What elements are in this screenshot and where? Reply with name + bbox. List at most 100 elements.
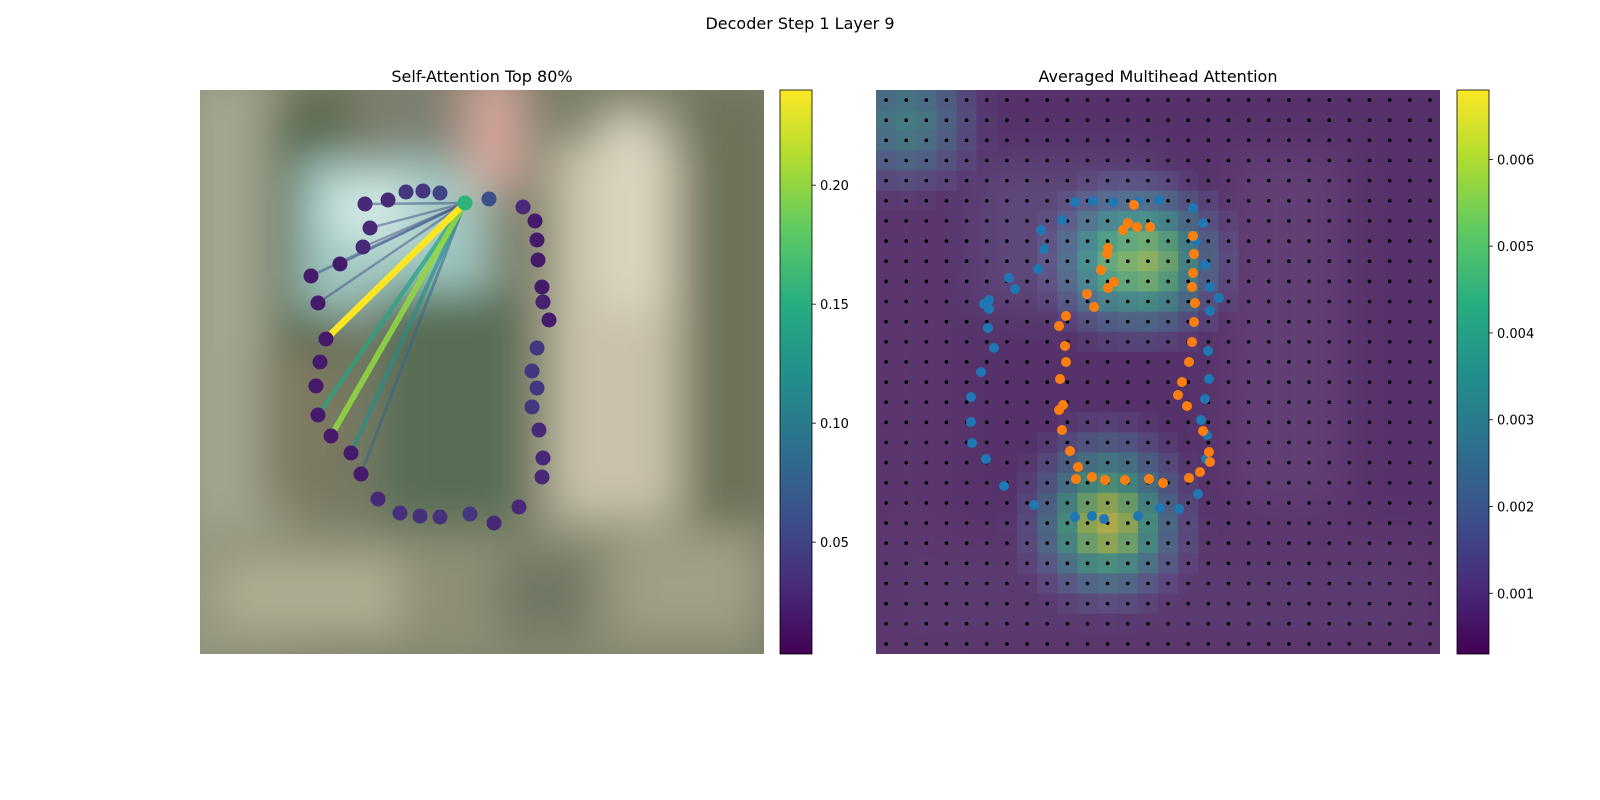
colorbar-tick-label: 0.10 [820,417,849,432]
grid-dot [1105,299,1110,304]
grid-dot [1146,460,1150,465]
grid-dot [1407,279,1412,284]
grid-dot [1166,460,1170,465]
grid-dot [1287,541,1291,546]
series-point-blue [1196,415,1206,425]
grid-dot [1025,138,1029,143]
grid-dot [1166,380,1170,384]
grid-dot [1065,239,1070,243]
contour-point [380,192,396,208]
series-point-blue [967,438,977,448]
grid-dot [1367,380,1372,384]
grid-dot [1387,198,1392,203]
grid-dot [924,420,929,425]
series-point-blue [989,343,999,353]
grid-dot [1246,299,1251,304]
grid-dot [1387,581,1392,586]
grid-dot [924,239,929,243]
grid-dot [884,400,888,405]
grid-dot [924,380,929,384]
grid-dot [1226,501,1231,505]
grid-dot [1005,642,1009,646]
grid-dot [1085,380,1090,384]
grid-dot [1226,118,1231,123]
grid-dot [1045,561,1050,566]
grid-dot [1166,138,1170,143]
grid-dot [944,380,949,384]
grid-dot [1125,158,1130,163]
grid-dot [1266,480,1271,485]
grid-dot [1428,581,1432,586]
grid-dot [1266,642,1271,646]
series-point-orange [1129,200,1139,210]
grid-dot [884,319,888,324]
grid-dot [1226,178,1231,183]
series-point-orange [1187,337,1197,347]
grid-dot [1428,158,1432,163]
grid-dot [1387,138,1392,143]
grid-dot [1025,339,1029,344]
series-point-blue [1203,346,1213,356]
left-plot-area [200,90,764,654]
grid-dot [1347,158,1352,163]
grid-dot [1146,561,1150,566]
grid-dot [1186,299,1191,304]
grid-dot [1226,601,1231,606]
grid-dot [1065,198,1070,203]
grid-dot [1206,642,1211,646]
grid-dot [1387,521,1392,525]
grid-dot [1307,339,1311,344]
grid-dot [1327,420,1332,425]
grid-dot [1367,360,1372,364]
grid-dot [884,581,888,586]
grid-dot [1025,198,1029,203]
grid-dot [984,521,989,525]
series-point-orange [1144,474,1154,484]
grid-dot [1206,158,1211,163]
grid-dot [904,158,909,163]
grid-dot [1287,581,1291,586]
colorbar-tick-label: 0.004 [1497,327,1534,342]
grid-dot [1327,339,1332,344]
grid-dot [964,178,969,183]
grid-dot [1206,521,1211,525]
grid-dot [1266,601,1271,606]
grid-dot [1125,239,1130,243]
series-point-blue [1205,282,1215,292]
grid-dot [1166,299,1170,304]
series-point-blue [1039,244,1049,254]
grid-dot [1428,501,1432,505]
grid-dot [1428,178,1432,183]
grid-dot [884,279,888,284]
grid-dot [1226,319,1231,324]
grid-dot [1186,621,1191,626]
grid-dot [1287,158,1291,163]
series-point-orange [1055,374,1065,384]
grid-dot [964,400,969,405]
grid-dot [1287,299,1291,304]
grid-dot [1307,198,1311,203]
grid-dot [1347,299,1352,304]
grid-dot [1367,219,1372,223]
colorbar-tick-label: 0.05 [820,536,849,551]
grid-dot [1327,158,1332,163]
attention-heatmap-cells [876,90,1440,654]
right-colorbar: 0.001 0.002 0.003 0.004 0.005 0.006 [1456,89,1534,655]
grid-dot [904,118,909,123]
grid-dot [1226,521,1231,525]
grid-dot [1146,198,1150,203]
grid-dot [924,178,929,183]
grid-dot [1085,178,1090,183]
grid-dot [1226,581,1231,586]
grid-dot [884,299,888,304]
grid-dot [1005,360,1009,364]
grid-dot [984,380,989,384]
contour-point [332,256,348,272]
grid-dot [1105,460,1110,465]
grid-dot [924,299,929,304]
grid-dot [944,339,949,344]
grid-dot [984,279,989,284]
grid-dot [1367,319,1372,324]
series-point-blue [1033,264,1043,274]
grid-dot [1005,400,1009,405]
